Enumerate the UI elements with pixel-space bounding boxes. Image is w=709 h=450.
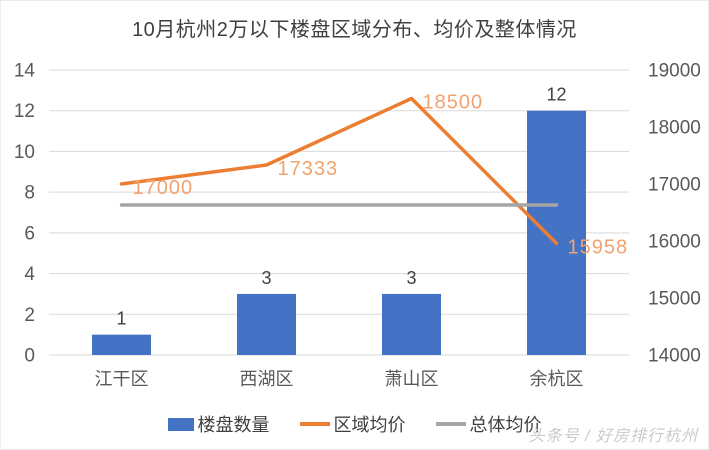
region-price-line-swatch [299,422,330,426]
line-value-label: 15958 [568,236,629,258]
bar-value-label: 3 [406,268,416,288]
legend-label: 区域均价 [333,415,406,435]
right-axis-tick-label: 17000 [648,175,701,196]
overall-price-line-swatch [435,422,466,426]
right-axis-tick-label: 14000 [648,346,701,367]
region-avg-price-line [119,96,559,246]
left-axis-tick-label: 2 [24,305,35,326]
category-label: 萧山区 [385,369,439,389]
legend-label: 总体均价 [469,415,542,435]
left-axis-tick-label: 10 [14,142,35,163]
legend-item-listing-count: 楼盘数量 [167,411,270,437]
right-axis-tick-label: 16000 [648,232,701,253]
legend-label: 楼盘数量 [197,415,270,435]
bar-listing-count-1 [237,293,296,355]
chart-legend: 楼盘数量 区域均价 总体均价 [1,411,708,437]
line-value-label: 18500 [423,92,484,114]
left-axis-tick-label: 4 [24,264,35,285]
line-value-label: 17333 [278,158,339,180]
line-value-label: 17000 [133,177,194,199]
legend-item-overall-avg-price: 总体均价 [435,411,542,437]
bar-value-label: 12 [546,85,566,105]
left-axis-tick-label: 12 [14,101,35,122]
left-axis-tick-label: 6 [24,223,35,244]
bar-value-label: 3 [261,268,271,288]
bar-listing-count-2 [382,293,441,355]
category-label: 江干区 [95,369,149,389]
chart-title: 10月杭州2万以下楼盘区域分布、均价及整体情况 [132,19,577,41]
bar-series-swatch [167,417,194,431]
right-axis-tick-label: 19000 [648,61,701,82]
right-axis-tick-label: 15000 [648,289,701,310]
right-axis-tick-label: 18000 [648,118,701,139]
legend-item-region-avg-price: 区域均价 [299,411,406,437]
left-axis-tick-label: 14 [14,61,36,82]
watermark: 头条号 / 好房排行杭州 [528,428,698,445]
category-label: 西湖区 [240,369,294,389]
left-axis-tick-label: 8 [24,183,35,204]
bar-value-label: 1 [116,309,126,329]
left-axis-tick-label: 0 [24,346,35,367]
bar-listing-count-0 [92,334,151,355]
category-label: 余杭区 [530,369,584,389]
bar-listing-count-3 [527,110,586,355]
